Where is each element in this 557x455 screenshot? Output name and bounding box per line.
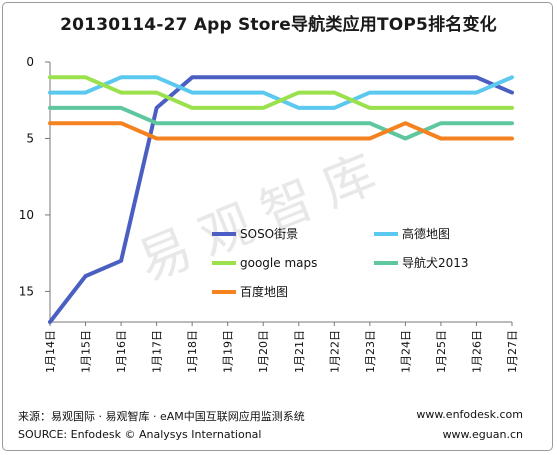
series-line-4 bbox=[48, 121, 514, 141]
x-tick-label: 1月19日 bbox=[222, 330, 235, 373]
y-tick-label: 5 bbox=[26, 131, 34, 145]
x-tick-label: 1月18日 bbox=[186, 330, 199, 373]
x-tick-label: 1月15日 bbox=[80, 330, 93, 373]
y-tick-label: 10 bbox=[19, 208, 34, 222]
series-line-3 bbox=[48, 105, 514, 141]
series-line-2 bbox=[48, 75, 514, 110]
x-tick-label: 1月17日 bbox=[151, 330, 164, 373]
x-tick-label: 1月14日 bbox=[44, 330, 57, 373]
x-tick-label: 1月27日 bbox=[506, 330, 519, 373]
legend-label: 导航犬2013 bbox=[402, 255, 469, 270]
source-en: SOURCE: Enfodesk © Analysys Internationa… bbox=[18, 428, 262, 441]
x-tick-label: 1月16日 bbox=[115, 330, 128, 373]
source-cn: 来源：易观国际 · 易观智库 · eAM中国互联网应用监测系统 bbox=[18, 410, 305, 423]
legend-label: SOSO街景 bbox=[240, 227, 298, 241]
x-tick-label: 1月25日 bbox=[435, 330, 448, 373]
x-tick-label: 1月23日 bbox=[364, 330, 377, 373]
watermark: 易观智库 bbox=[130, 139, 397, 294]
x-tick-label: 1月22日 bbox=[328, 330, 341, 373]
url-eguan: www.eguan.cn bbox=[442, 428, 523, 441]
legend-label: 高德地图 bbox=[402, 226, 450, 241]
legend-label: 百度地图 bbox=[240, 284, 288, 299]
legend-label: google maps bbox=[240, 256, 317, 270]
y-tick-label: 15 bbox=[19, 284, 34, 298]
x-tick-label: 1月26日 bbox=[470, 330, 483, 373]
y-tick-label: 0 bbox=[26, 55, 34, 69]
x-tick-label: 1月21日 bbox=[293, 330, 306, 373]
url-enfodesk: www.enfodesk.com bbox=[416, 408, 523, 421]
x-tick-label: 1月24日 bbox=[399, 330, 412, 373]
chart-title: 20130114-27 App Store导航类应用TOP5排名变化 bbox=[60, 15, 497, 35]
x-tick-label: 1月20日 bbox=[257, 330, 270, 373]
series-line-0 bbox=[48, 75, 514, 324]
